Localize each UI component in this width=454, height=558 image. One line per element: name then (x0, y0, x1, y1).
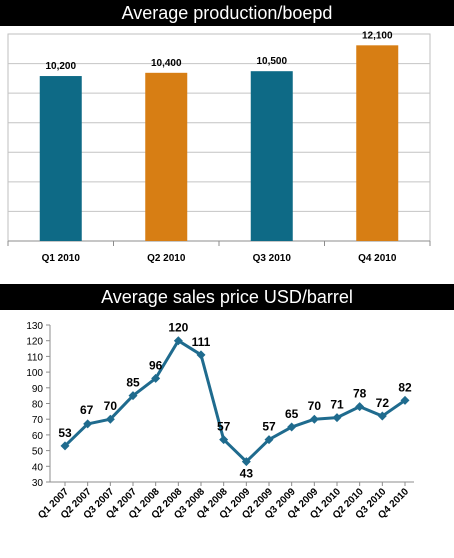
price-line-chart-svg: 30 40 50 60 70 80 90 100 110 120 130 53 70 85 96 120 111… (26, 321, 414, 521)
bar-value-label: 12,100 (362, 30, 393, 41)
data-point-marker (219, 435, 229, 445)
bar-value-label: 10,400 (151, 58, 182, 69)
data-point-marker (377, 411, 387, 421)
data-point-marker (173, 336, 183, 346)
bar-value-label: 10,200 (45, 61, 76, 72)
data-point-marker (241, 457, 251, 467)
data-point-marker (128, 391, 138, 401)
data-point-marker (355, 402, 365, 412)
data-value-label: 72 (376, 396, 390, 410)
y-tick-label: 60 (32, 431, 44, 442)
bar (356, 45, 399, 241)
price-line-chart: 30 40 50 60 70 80 90 100 110 120 130 53 70 85 96 120 111… (0, 310, 454, 553)
y-tick-label: 120 (26, 337, 43, 348)
production-bar-chart-svg: 10,200 Q1 2010 10,400 Q2 2010 10,500 Q3 2010 1… (7, 30, 431, 264)
y-tick-label: 80 (32, 400, 44, 411)
data-point-marker (105, 414, 115, 424)
data-value-label: 96 (149, 358, 163, 372)
x-tick-label: Q2 2010 (147, 253, 186, 264)
data-point-marker (151, 373, 161, 383)
y-tick-label: 100 (26, 368, 43, 379)
y-tick-label: 70 (32, 415, 44, 426)
data-point-marker (60, 441, 70, 451)
data-value-label: 57 (217, 420, 231, 434)
data-point-marker (196, 350, 206, 360)
data-value-label: 71 (330, 398, 344, 412)
y-tick-label: 50 (32, 447, 44, 458)
data-value-label: 85 (126, 376, 140, 390)
x-tick-label: Q4 2010 (358, 253, 397, 264)
production-bar-chart: 10,200 Q1 2010 10,400 Q2 2010 10,500 Q3 2010 1… (0, 26, 454, 271)
data-point-marker (264, 435, 274, 445)
data-value-label: 111 (192, 335, 211, 349)
data-value-label: 43 (240, 467, 254, 481)
y-tick-label: 40 (32, 462, 44, 473)
data-point-marker (332, 413, 342, 423)
y-tick-label: 110 (27, 352, 43, 363)
bar (39, 76, 82, 241)
bar (250, 71, 293, 241)
data-value-label: 82 (398, 380, 412, 394)
data-value-label: 67 (80, 403, 94, 417)
data-point-marker (400, 395, 410, 405)
data-value-label: 78 (353, 387, 367, 401)
y-tick-label: 30 (32, 478, 44, 489)
data-point-marker (309, 414, 319, 424)
data-point-marker (83, 419, 93, 429)
data-value-label: 57 (262, 420, 276, 434)
data-value-label: 120 (168, 321, 188, 335)
price-series-line (63, 339, 406, 464)
price-chart-title: Average sales price USD/barrel (0, 284, 454, 310)
data-value-label: 70 (104, 399, 118, 413)
bar-value-label: 10,500 (256, 56, 287, 67)
data-value-label: 53 (58, 426, 72, 440)
x-tick-label: Q3 2010 (253, 253, 292, 264)
production-chart-title: Average production/boepd (0, 0, 454, 26)
x-tick-label: Q1 2010 (42, 253, 81, 264)
data-value-label: 70 (308, 399, 322, 413)
bar (145, 72, 188, 241)
y-tick-label: 130 (26, 321, 43, 332)
data-value-label: 65 (285, 407, 299, 421)
data-point-marker (287, 422, 297, 432)
y-tick-label: 90 (32, 384, 44, 395)
